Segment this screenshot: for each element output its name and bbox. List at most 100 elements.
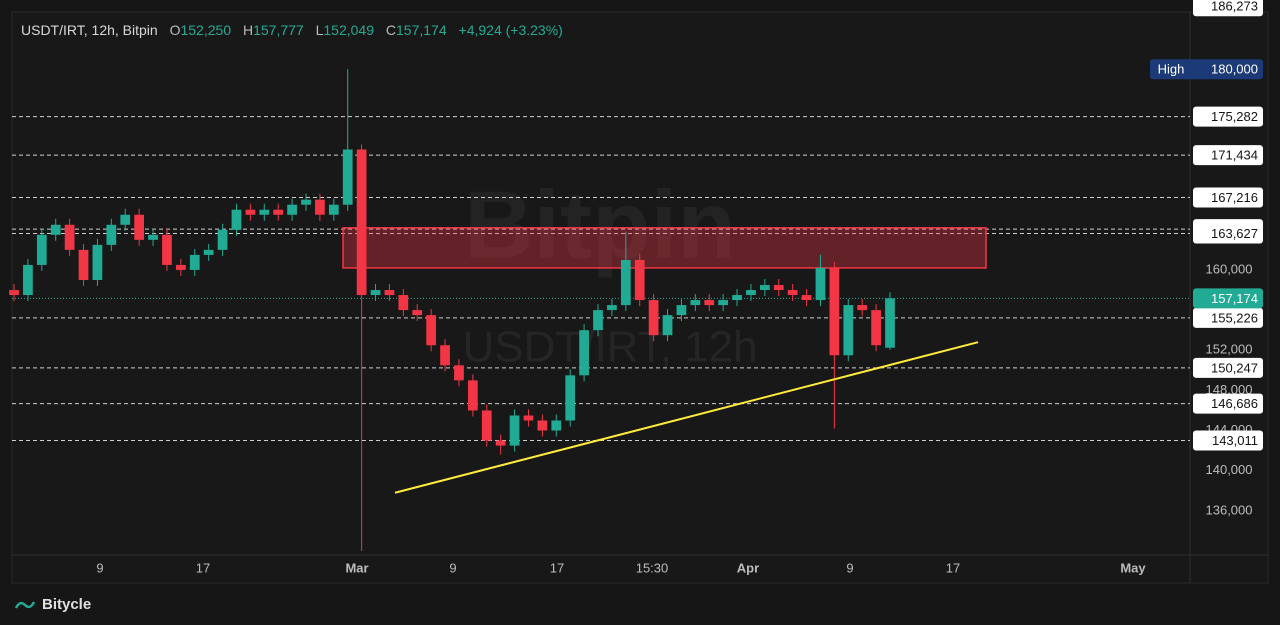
candle-body bbox=[773, 285, 784, 291]
level-label: 167,216 bbox=[1211, 190, 1258, 205]
candle-body bbox=[843, 305, 854, 356]
candle-body bbox=[148, 234, 158, 240]
candle-body bbox=[662, 315, 673, 336]
candle-body bbox=[593, 310, 603, 331]
candle-body bbox=[384, 290, 395, 296]
candle-body bbox=[50, 224, 61, 235]
level-label: 146,686 bbox=[1211, 396, 1258, 411]
watermark-brand: Bitpin bbox=[464, 171, 736, 278]
level-label: 163,627 bbox=[1211, 226, 1258, 241]
candle-body bbox=[23, 264, 33, 296]
high-badge-label: 180,000 bbox=[1211, 62, 1258, 77]
candle-body bbox=[328, 204, 339, 215]
candle-body bbox=[412, 310, 423, 316]
h-value: 157,777 bbox=[253, 22, 304, 38]
x-tick-label: 17 bbox=[946, 560, 960, 575]
candle-body bbox=[134, 214, 145, 240]
candle-body bbox=[273, 209, 284, 215]
x-tick-label: 9 bbox=[96, 560, 103, 575]
y-tick-label: 136,000 bbox=[1206, 502, 1253, 517]
candle-body bbox=[759, 285, 770, 291]
y-tick-label: 148,000 bbox=[1206, 382, 1253, 397]
candle-body bbox=[676, 305, 687, 316]
candle-body bbox=[245, 209, 256, 215]
candle-body bbox=[579, 330, 589, 376]
candle-body bbox=[509, 415, 520, 446]
candle-body bbox=[718, 300, 729, 306]
candle-body bbox=[829, 267, 840, 356]
candle-body bbox=[551, 420, 562, 431]
top-price-box bbox=[1193, 0, 1263, 17]
candle-body bbox=[732, 295, 742, 301]
x-tick-label: Apr bbox=[737, 560, 759, 575]
candle-body bbox=[106, 224, 117, 245]
level-box bbox=[1193, 145, 1263, 166]
level-label: 175,282 bbox=[1211, 109, 1258, 124]
candle-body bbox=[36, 234, 47, 265]
candle-body bbox=[467, 380, 478, 411]
candle-body bbox=[9, 290, 19, 296]
level-box bbox=[1193, 106, 1263, 127]
candle-body bbox=[259, 209, 270, 215]
candle-body bbox=[342, 149, 353, 205]
candle-body bbox=[607, 305, 617, 311]
last-price-box bbox=[1193, 288, 1263, 309]
x-tick-label: Mar bbox=[345, 560, 368, 575]
y-tick-label: 160,000 bbox=[1206, 261, 1253, 276]
candle-body bbox=[648, 300, 659, 336]
o-value: 152,250 bbox=[180, 22, 232, 38]
candle-body bbox=[704, 300, 715, 306]
candle-body bbox=[356, 149, 367, 296]
candle-body bbox=[203, 249, 214, 255]
candle-body bbox=[426, 315, 437, 346]
x-tick-label: 17 bbox=[196, 560, 210, 575]
l-label: L bbox=[315, 22, 324, 38]
level-box bbox=[1193, 223, 1263, 244]
supply-zone bbox=[342, 227, 987, 269]
level-box bbox=[1193, 393, 1263, 414]
c-value: 157,174 bbox=[396, 22, 447, 38]
candle-body bbox=[120, 214, 131, 225]
candle-body bbox=[634, 259, 645, 301]
candle-body bbox=[815, 267, 826, 301]
candle-body bbox=[162, 234, 172, 265]
level-box bbox=[1193, 357, 1263, 378]
level-label: 155,226 bbox=[1211, 310, 1258, 325]
candle-body bbox=[370, 290, 381, 296]
candle-body bbox=[885, 298, 895, 348]
candle-body bbox=[398, 295, 409, 311]
l-value: 152,049 bbox=[323, 22, 374, 38]
candle-body bbox=[231, 209, 242, 230]
candle-body bbox=[746, 290, 756, 296]
candle-body bbox=[454, 365, 464, 381]
logo bbox=[14, 600, 36, 609]
candle-body bbox=[523, 415, 534, 421]
candle-body bbox=[217, 229, 228, 250]
h-label: H bbox=[242, 22, 254, 38]
top-price-label: 186,273 bbox=[1211, 0, 1258, 14]
candle-body bbox=[871, 310, 881, 346]
watermark-symbol: USDT/IRT, 12h bbox=[462, 323, 757, 372]
candle-body bbox=[537, 420, 548, 431]
candle-body bbox=[440, 345, 450, 366]
footer: Bitycle bbox=[14, 596, 91, 613]
level-label: 143,011 bbox=[1212, 433, 1258, 448]
level-label: 171,434 bbox=[1211, 148, 1258, 163]
x-tick-label: 15:30 bbox=[636, 560, 669, 575]
candle-body bbox=[565, 375, 576, 421]
level-box bbox=[1193, 187, 1263, 208]
x-tick-label: May bbox=[1120, 560, 1146, 575]
last-price-label: 157,174 bbox=[1211, 291, 1258, 306]
high-badge-name: High bbox=[1158, 62, 1185, 77]
candle-body bbox=[620, 259, 631, 306]
level-label: 150,247 bbox=[1211, 360, 1258, 375]
change: +4,924 (+3.23%) bbox=[458, 22, 563, 38]
x-tick-label: 17 bbox=[550, 560, 564, 575]
symbol: USDT/IRT, 12h, Bitpin bbox=[21, 22, 158, 38]
candle-body bbox=[690, 300, 701, 306]
candle-body bbox=[78, 249, 89, 280]
candle-body bbox=[189, 254, 200, 270]
y-tick-label: 140,000 bbox=[1206, 462, 1253, 477]
